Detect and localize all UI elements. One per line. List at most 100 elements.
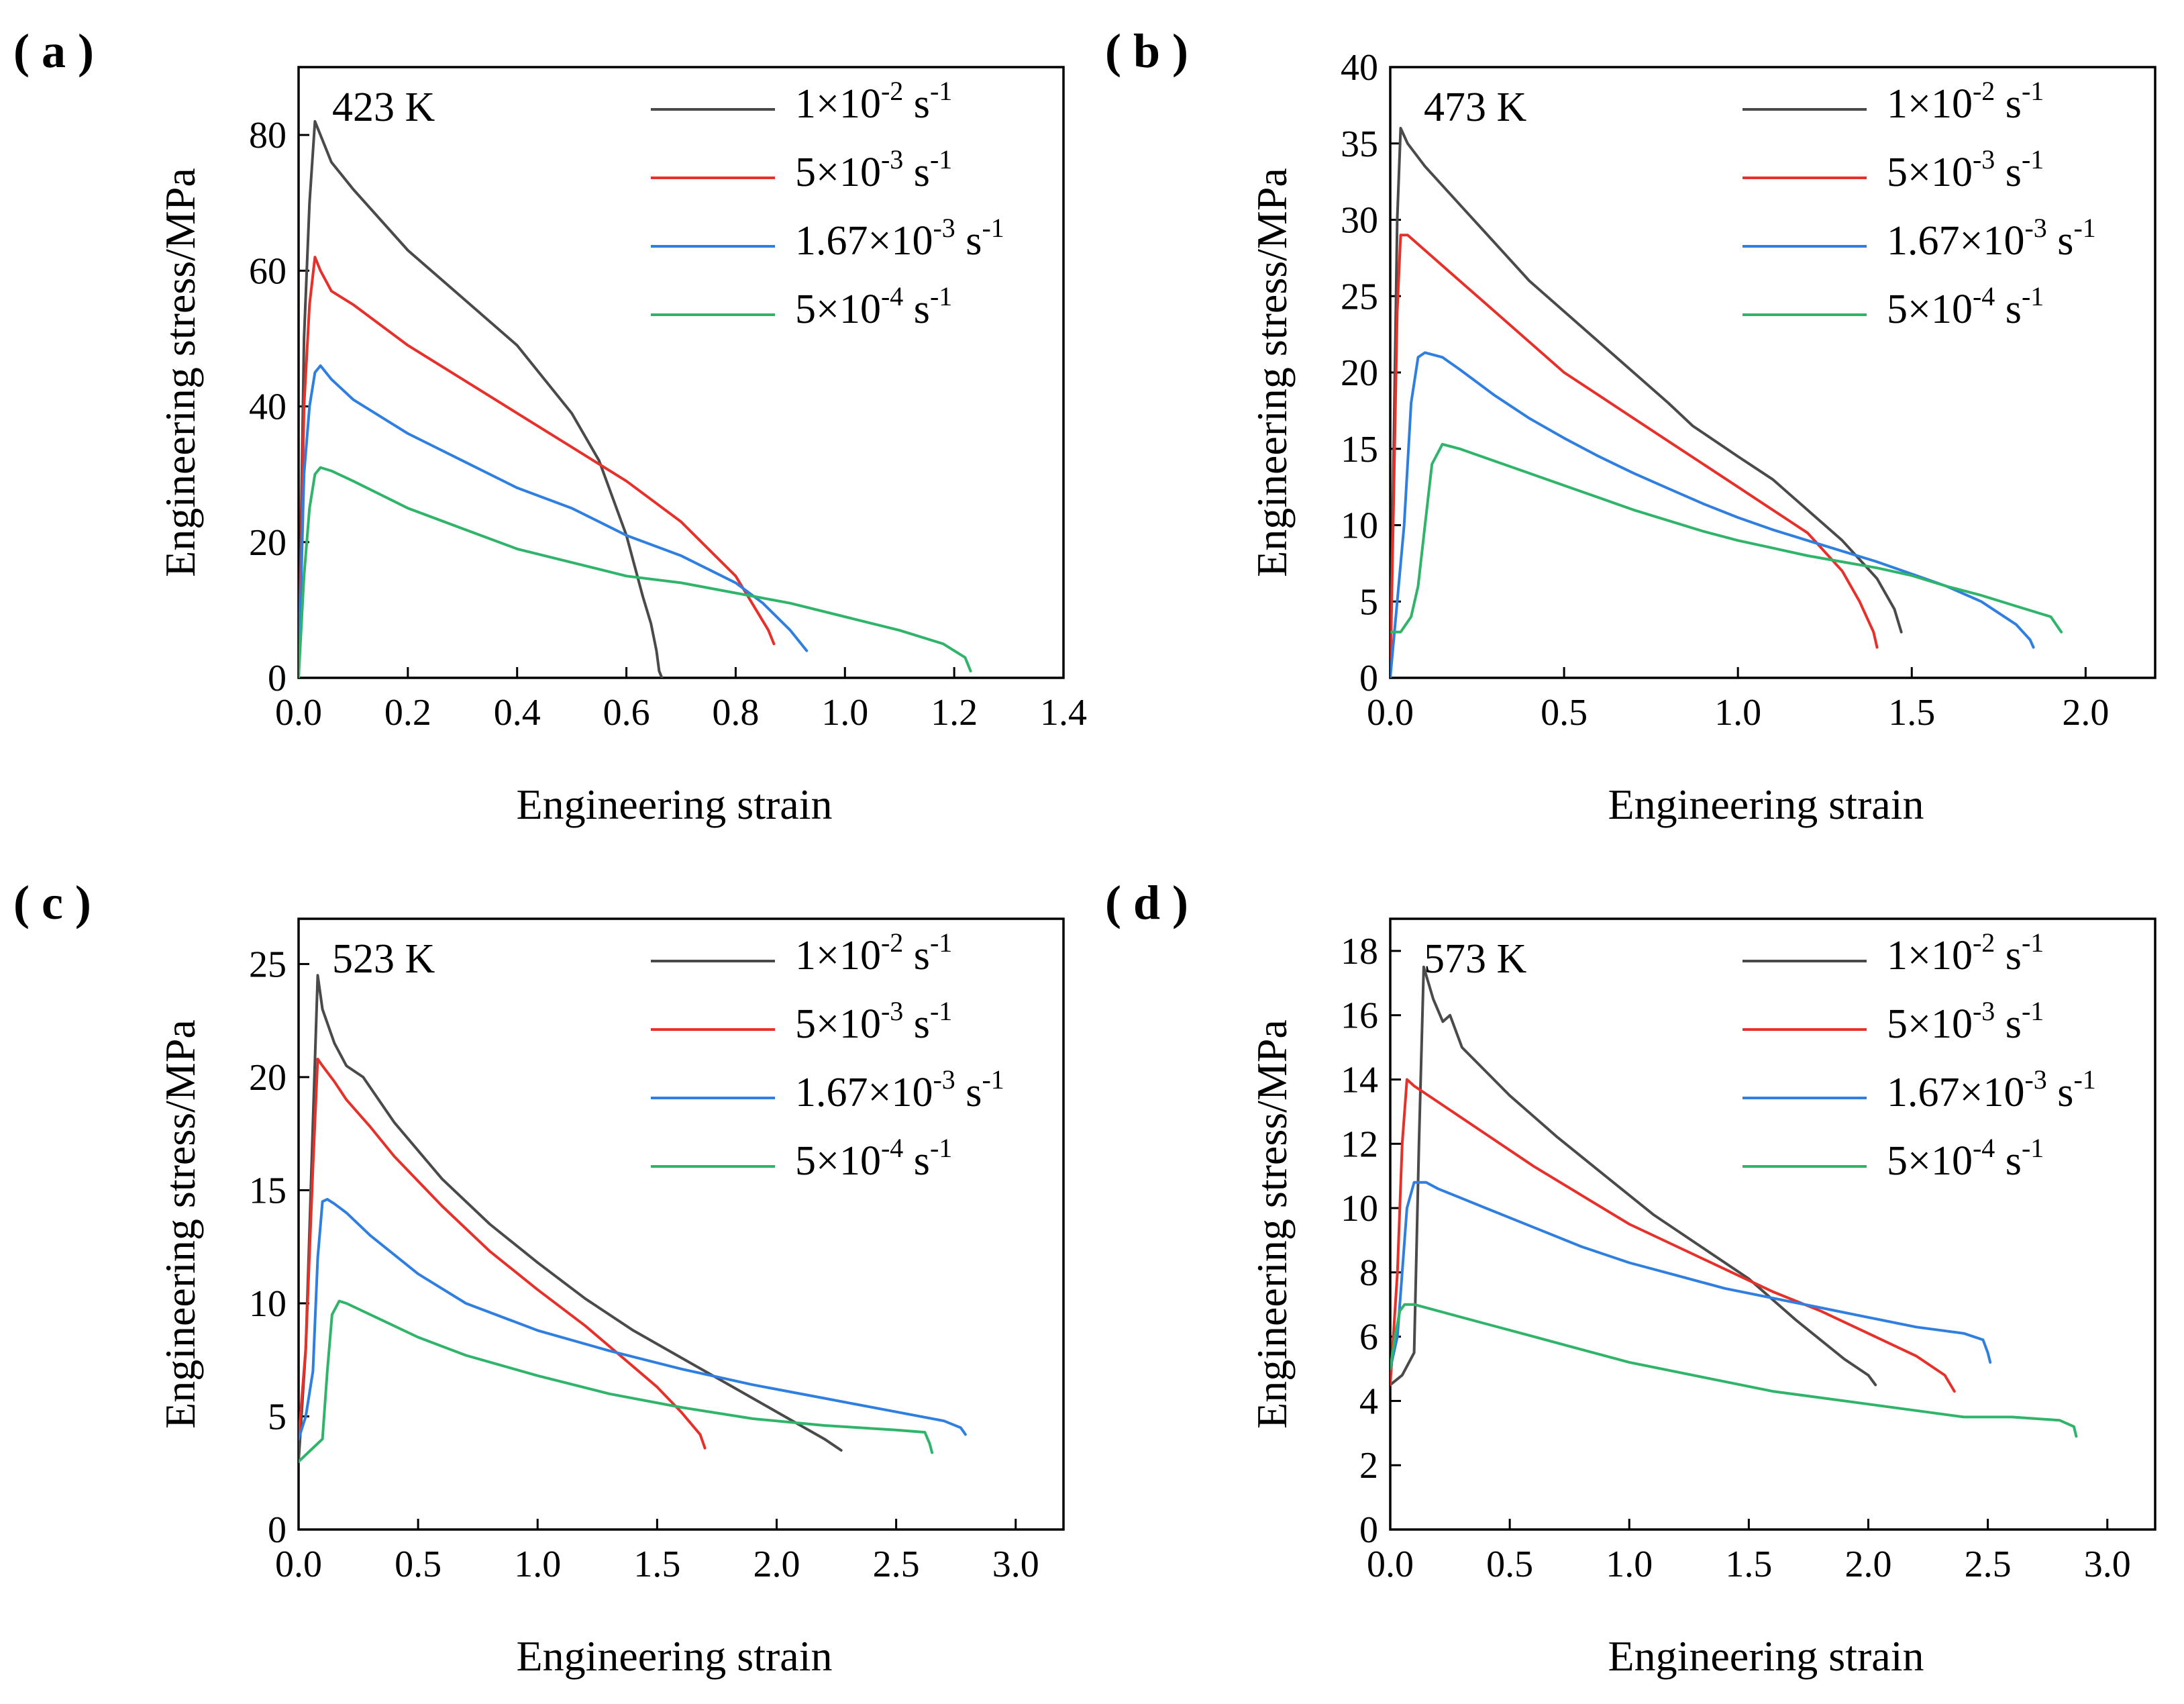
y-tick-label: 40 xyxy=(249,387,287,428)
x-tick-label: 2.5 xyxy=(873,1544,920,1585)
y-tick-label: 5 xyxy=(1359,581,1378,623)
y-tick-label: 25 xyxy=(249,944,287,985)
chart-d: ( d ) 0.0 0.5 1.0 1.5 2.0 2.5 3.0 0 2 4 6 8 10 12 14 16 1… xyxy=(1105,876,2156,1680)
x-tick-label: 0.4 xyxy=(494,692,541,734)
panel-a: ( a ) 0.0 0.2 0.4 0.6 0.8 1.0 1.2 1.4 0 20 40 60 80 En… xyxy=(0,0,1092,852)
series-line-1 xyxy=(299,119,664,678)
y-tick-label: 6 xyxy=(1359,1317,1378,1358)
x-tick-label: 1.0 xyxy=(514,1544,561,1585)
x-tick-label: 2.0 xyxy=(753,1544,800,1585)
series-line-1 xyxy=(1390,965,1877,1387)
x-tick-label: 1.0 xyxy=(1714,692,1761,734)
series-line-4 xyxy=(1390,442,2063,634)
x-tick-label: 3.0 xyxy=(992,1544,1039,1585)
legend-entry: 1.67×10-3 s-1 xyxy=(795,1064,1004,1115)
x-tick-label: 0.0 xyxy=(1367,1544,1414,1585)
x-axis-title: Engineering strain xyxy=(1608,1632,1924,1680)
y-axis-title: Engineering stress/MPa xyxy=(156,1019,204,1429)
legend-entry: 5×10-3 s-1 xyxy=(1887,144,2044,195)
y-tick-label: 20 xyxy=(1341,352,1378,394)
legend-entry: 5×10-3 s-1 xyxy=(795,144,952,195)
panel-label: ( a ) xyxy=(13,24,94,78)
legend-entry: 1.67×10-3 s-1 xyxy=(1887,1064,2096,1115)
y-tick-label: 0 xyxy=(268,658,287,699)
x-tick-label: 0.0 xyxy=(275,1544,322,1585)
x-tick-label: 1.2 xyxy=(931,692,978,734)
x-tick-label: 0.0 xyxy=(275,692,322,734)
legend-entry: 1×10-2 s-1 xyxy=(795,928,952,979)
x-tick-label: 2.0 xyxy=(1845,1544,1892,1585)
x-axis-title: Engineering strain xyxy=(517,1632,833,1680)
y-tick-label: 12 xyxy=(1341,1123,1378,1165)
x-tick-label: 0.5 xyxy=(1486,1544,1533,1585)
temperature-label: 523 K xyxy=(332,936,435,982)
x-tick-label: 2.5 xyxy=(1965,1544,2012,1585)
x-tick-label: 0.0 xyxy=(1367,692,1414,734)
series-line-3 xyxy=(1390,351,2035,678)
series-line-4 xyxy=(299,1299,934,1463)
legend-entry: 1×10-2 s-1 xyxy=(1887,76,2044,127)
series-line-2 xyxy=(299,256,776,678)
series-line-4 xyxy=(1390,1303,2078,1438)
x-tick-label: 2.0 xyxy=(2062,692,2109,734)
series-line-2 xyxy=(1390,1078,1956,1393)
y-axis-title: Engineering stress/MPa xyxy=(156,168,204,577)
y-axis-title: Engineering stress/MPa xyxy=(1248,1019,1296,1429)
y-tick-label: 35 xyxy=(1341,123,1378,165)
y-tick-label: 2 xyxy=(1359,1445,1378,1487)
y-tick-label: 5 xyxy=(268,1396,287,1438)
y-tick-label: 40 xyxy=(1341,47,1378,89)
y-tick-label: 0 xyxy=(1359,1509,1378,1551)
legend-entry: 1×10-2 s-1 xyxy=(795,76,952,127)
y-tick-label: 0 xyxy=(1359,658,1378,699)
chart-a: ( a ) 0.0 0.2 0.4 0.6 0.8 1.0 1.2 1.4 0 20 40 60 80 En… xyxy=(13,24,1087,828)
panel-label: ( c ) xyxy=(13,876,91,930)
x-axis-title: Engineering strain xyxy=(517,781,833,828)
plot-frame xyxy=(297,66,1065,679)
x-tick-label: 1.0 xyxy=(1606,1544,1653,1585)
y-tick-label: 16 xyxy=(1341,995,1378,1037)
y-tick-label: 14 xyxy=(1341,1059,1378,1101)
y-tick-label: 10 xyxy=(1341,505,1378,547)
x-tick-label: 0.5 xyxy=(1541,692,1588,734)
y-tick-label: 4 xyxy=(1359,1381,1378,1422)
x-tick-label: 1.0 xyxy=(821,692,868,734)
series-line-1 xyxy=(1390,127,1903,678)
y-tick-label: 15 xyxy=(249,1170,287,1211)
chart-c: ( c ) 0.0 0.5 1.0 1.5 2.0 2.5 3.0 0 5 10 15 20 25 Engi… xyxy=(13,876,1065,1680)
plot-frame xyxy=(297,917,1065,1531)
y-tick-label: 60 xyxy=(249,250,287,292)
y-tick-label: 15 xyxy=(1341,429,1378,470)
x-axis-title: Engineering strain xyxy=(1608,781,1924,828)
legend-entry: 5×10-4 s-1 xyxy=(795,281,952,332)
x-tick-label: 0.5 xyxy=(395,1544,441,1585)
legend-entry: 5×10-4 s-1 xyxy=(1887,281,2044,332)
plot-frame xyxy=(1389,917,2156,1531)
x-tick-label: 0.6 xyxy=(603,692,650,734)
y-tick-label: 20 xyxy=(249,1057,287,1099)
panel-label: ( b ) xyxy=(1105,24,1188,78)
x-tick-label: 1.4 xyxy=(1040,692,1087,734)
series-line-3 xyxy=(299,364,809,678)
series-line-3 xyxy=(1390,1181,1992,1370)
x-tick-label: 3.0 xyxy=(2084,1544,2131,1585)
y-tick-label: 8 xyxy=(1359,1252,1378,1294)
chart-b: ( b ) 0.0 0.5 1.0 1.5 2.0 0 5 10 15 20 25 30 35 40 Engi… xyxy=(1105,24,2156,828)
x-tick-label: 1.5 xyxy=(1888,692,1935,734)
y-tick-label: 10 xyxy=(1341,1188,1378,1230)
y-tick-label: 20 xyxy=(249,522,287,564)
y-axis-title: Engineering stress/MPa xyxy=(1248,168,1296,577)
temperature-label: 473 K xyxy=(1424,85,1527,130)
y-tick-label: 30 xyxy=(1341,200,1378,242)
legend-entry: 5×10-4 s-1 xyxy=(795,1133,952,1184)
series-line-2 xyxy=(1390,234,1879,678)
legend-entry: 5×10-4 s-1 xyxy=(1887,1133,2044,1184)
y-tick-label: 25 xyxy=(1341,276,1378,317)
y-tick-label: 80 xyxy=(249,115,287,156)
series-line-4 xyxy=(299,466,972,678)
x-tick-label: 1.5 xyxy=(633,1544,680,1585)
x-tick-label: 0.2 xyxy=(384,692,431,734)
temperature-label: 423 K xyxy=(332,85,435,130)
y-tick-label: 10 xyxy=(249,1283,287,1325)
legend-entry: 1×10-2 s-1 xyxy=(1887,928,2044,979)
